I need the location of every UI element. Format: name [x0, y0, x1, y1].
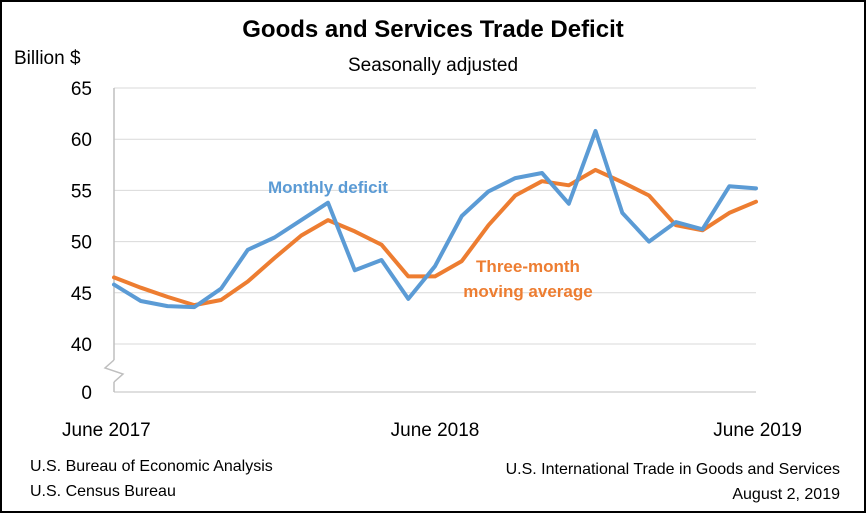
x-tick-label: June 2018	[391, 420, 480, 441]
axis-break-icon	[103, 359, 125, 383]
y-axis-label: Billion $	[14, 48, 81, 69]
y-tick-label: 60	[71, 130, 92, 151]
chart-title: Goods and Services Trade Deficit	[242, 16, 624, 43]
series-annotation: moving average	[463, 282, 592, 301]
x-tick-label: June 2019	[713, 420, 802, 441]
three-month-moving-average-line	[112, 167, 758, 308]
series-annotation: Monthly deficit	[268, 178, 388, 197]
chart-subtitle: Seasonally adjusted	[347, 55, 519, 76]
y-tick-label: 0	[81, 383, 92, 404]
release-title: U.S. International Trade in Goods and Se…	[505, 461, 840, 478]
y-tick-label: 45	[71, 284, 92, 305]
y-tick-label: 40	[71, 335, 92, 356]
series-annotation: Three-month	[476, 257, 580, 276]
source-census: U.S. Census Bureau	[30, 483, 176, 500]
release-date: August 2, 2019	[732, 486, 840, 503]
source-bea: U.S. Bureau of Economic Analysis	[30, 458, 273, 475]
x-tick-label: June 2017	[62, 420, 151, 441]
monthly-deficit-line	[112, 129, 758, 310]
y-tick-label: 50	[71, 233, 92, 254]
line-chart: 65 60 55 50 45 40 0 June 2017 June 2018 June 2019…	[62, 79, 802, 441]
y-tick-label: 65	[71, 79, 92, 100]
y-tick-label: 55	[71, 181, 92, 202]
